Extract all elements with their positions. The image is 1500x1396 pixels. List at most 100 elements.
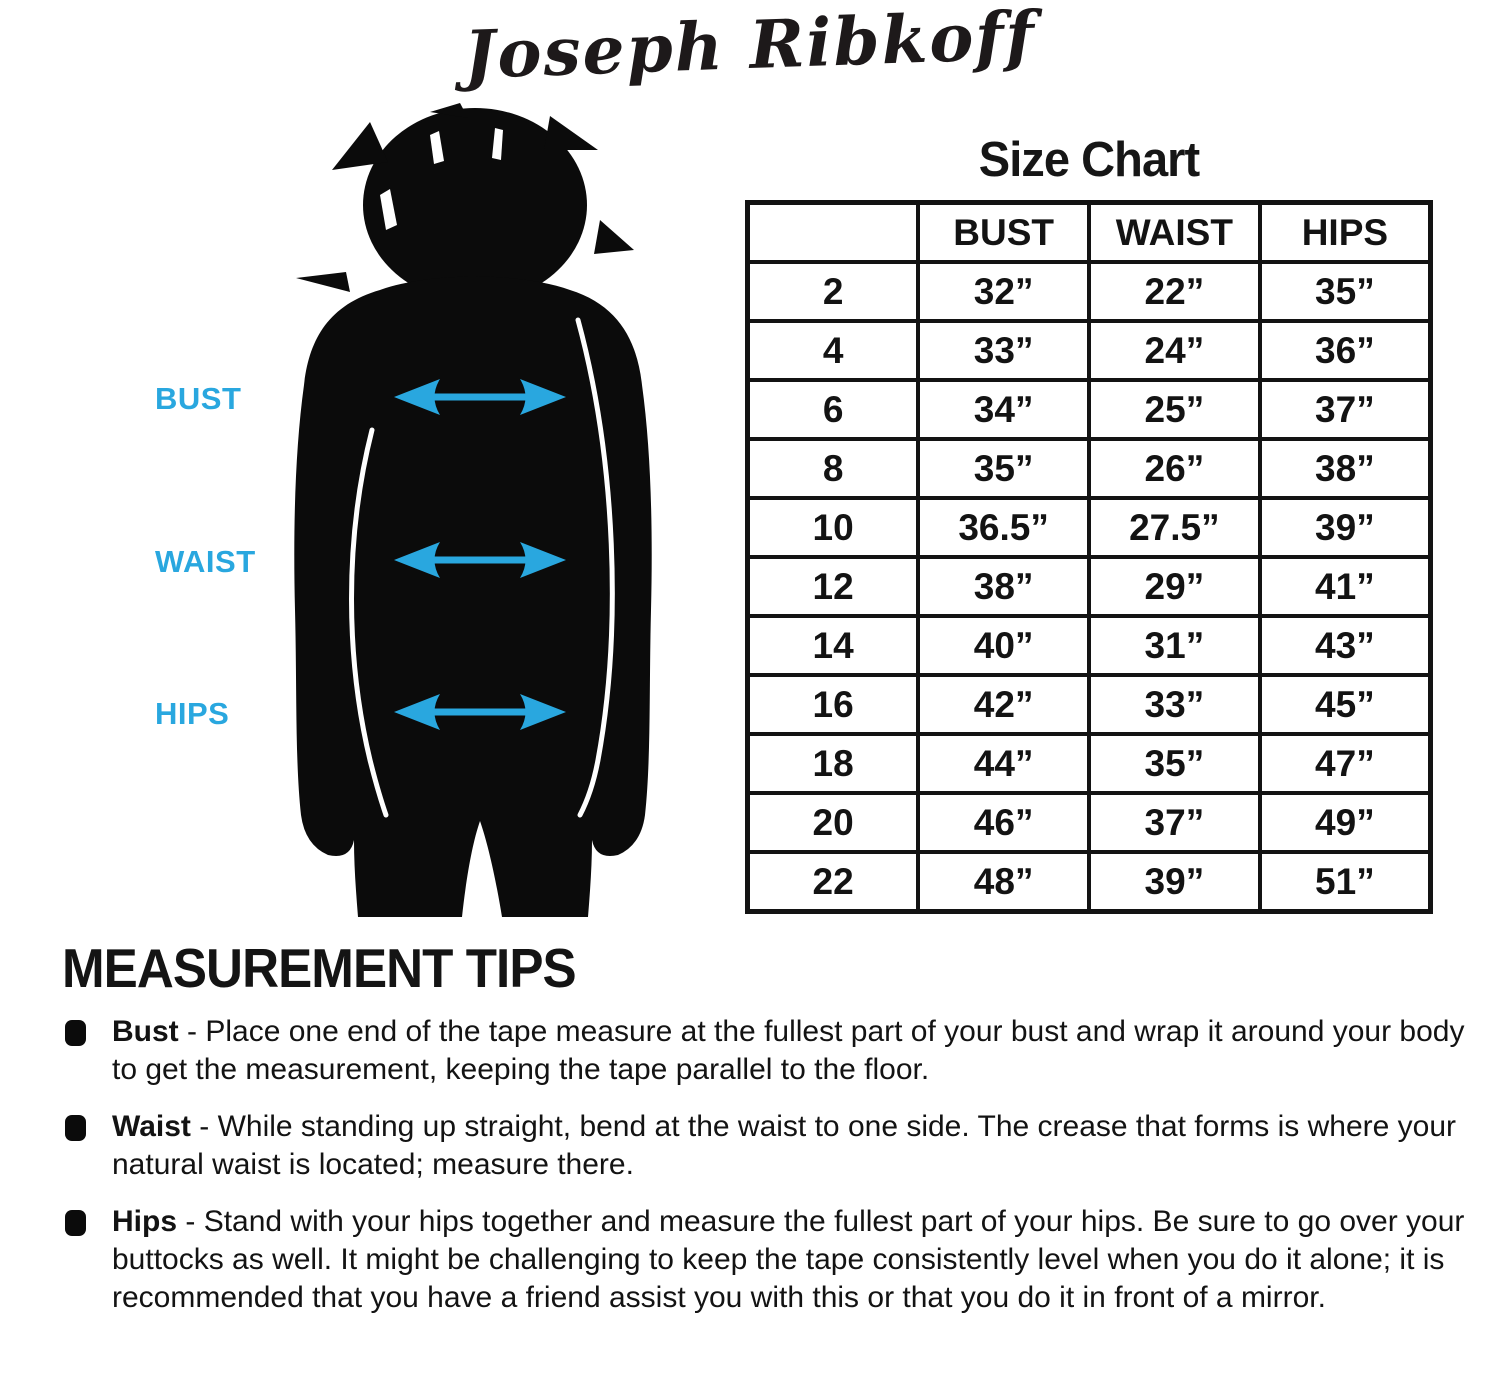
tip-separator: - (178, 1015, 206, 1048)
waist-cell: 26” (1087, 437, 1262, 500)
size-chart-table: BUST WAIST HIPS 2 32” 22” 35” 4 33” 24” 36” 6 34”… (745, 200, 1433, 914)
hair-strand (544, 116, 598, 150)
tip-text: Waist - While standing up straight, bend… (112, 1110, 1456, 1181)
arrow-shaft (430, 556, 530, 564)
waist-cell: 22” (1087, 260, 1262, 323)
size-table-row: 10 36.5” 27.5” 39” (745, 496, 1433, 559)
waist-column-header: WAIST (1087, 200, 1262, 264)
tip-item-waist: Waist - While standing up straight, bend… (63, 1108, 1465, 1184)
tip-separator: - (177, 1205, 204, 1238)
waist-cell: 27.5” (1087, 496, 1262, 559)
hips-cell: 45” (1257, 673, 1433, 736)
hips-cell: 35” (1257, 260, 1433, 323)
hips-cell: 49” (1257, 791, 1433, 854)
tip-body: Place one end of the tape measure at the… (112, 1015, 1465, 1086)
hips-label: HIPS (155, 696, 230, 731)
waist-cell: 33” (1087, 673, 1262, 736)
bust-arrow-icon (394, 379, 566, 415)
measurement-tips-list: Bust - Place one end of the tape measure… (63, 1013, 1465, 1336)
size-column-header (745, 200, 921, 264)
hair-highlight (492, 128, 503, 160)
size-table-header-row: BUST WAIST HIPS (745, 200, 1433, 264)
body-silhouette-figure (294, 103, 652, 917)
size-cell: 14 (745, 614, 921, 677)
tip-item-bust: Bust - Place one end of the tape measure… (63, 1013, 1465, 1089)
arrow-head-right (520, 542, 566, 578)
bullet-square-icon (65, 1020, 86, 1046)
size-table-row: 18 44” 35” 47” (745, 732, 1433, 795)
arrow-head-left (394, 694, 440, 730)
hair-strand (594, 220, 634, 254)
size-table-row: 2 32” 22” 35” (745, 260, 1433, 323)
size-table-body: 2 32” 22” 35” 4 33” 24” 36” 6 34” 25” 37” 8 35” 26” 38”… (745, 260, 1433, 914)
hair-shape (363, 108, 587, 302)
size-cell: 2 (745, 260, 921, 323)
hair-strand (430, 103, 468, 118)
size-cell: 16 (745, 673, 921, 736)
arrow-head-left (394, 379, 440, 415)
measurement-tips-heading: MEASUREMENT TIPS (62, 937, 577, 999)
arrow-head-right (520, 694, 566, 730)
size-table-row: 16 42” 33” 45” (745, 673, 1433, 736)
size-cell: 6 (745, 378, 921, 441)
size-cell: 18 (745, 732, 921, 795)
tip-separator: - (190, 1110, 218, 1143)
bust-cell: 40” (916, 614, 1091, 677)
tip-text: Hips - Stand with your hips together and… (112, 1205, 1464, 1314)
hips-cell: 51” (1257, 850, 1433, 914)
bust-cell: 33” (916, 319, 1091, 382)
body-silhouette (294, 103, 652, 917)
size-table-row: 20 46” 37” 49” (745, 791, 1433, 854)
waist-cell: 35” (1087, 732, 1262, 795)
hips-cell: 39” (1257, 496, 1433, 559)
hips-cell: 47” (1257, 732, 1433, 795)
bust-cell: 36.5” (916, 496, 1091, 559)
size-table-row: 8 35” 26” 38” (745, 437, 1433, 500)
waist-cell: 31” (1087, 614, 1262, 677)
arrow-shaft (430, 393, 530, 401)
size-cell: 10 (745, 496, 921, 559)
bust-cell: 48” (916, 850, 1091, 914)
size-table-row: 22 48” 39” 51” (745, 850, 1433, 914)
bust-cell: 35” (916, 437, 1091, 500)
bullet-square-icon (65, 1210, 86, 1236)
body-highlight-right (575, 317, 615, 818)
arrow-head-left (394, 542, 440, 578)
size-table-row: 4 33” 24” 36” (745, 319, 1433, 382)
bust-column-header: BUST (916, 200, 1091, 264)
size-cell: 20 (745, 791, 921, 854)
bust-cell: 46” (916, 791, 1091, 854)
hips-cell: 43” (1257, 614, 1433, 677)
bullet-square-icon (65, 1115, 86, 1141)
hair-highlight (430, 131, 444, 164)
size-cell: 4 (745, 319, 921, 382)
hair-strand (332, 122, 388, 170)
brand-logo: Joseph Ribkoff (462, 0, 1038, 94)
body-highlight-left (349, 427, 389, 818)
size-cell: 8 (745, 437, 921, 500)
tip-text: Bust - Place one end of the tape measure… (112, 1015, 1464, 1086)
waist-cell: 39” (1087, 850, 1262, 914)
bust-cell: 42” (916, 673, 1091, 736)
size-table-row: 12 38” 29” 41” (745, 555, 1433, 618)
size-table-row: 6 34” 25” 37” (745, 378, 1433, 441)
tip-term: Hips (112, 1205, 178, 1238)
measurement-diagram (280, 100, 670, 920)
bust-cell: 32” (916, 260, 1091, 323)
waist-cell: 37” (1087, 791, 1262, 854)
hair-highlight (380, 189, 397, 230)
tip-term: Waist (112, 1110, 191, 1143)
size-cell: 12 (745, 555, 921, 618)
hips-cell: 36” (1257, 319, 1433, 382)
arrow-shaft (430, 708, 530, 716)
waist-arrow-icon (394, 542, 566, 578)
tip-item-hips: Hips - Stand with your hips together and… (63, 1203, 1465, 1317)
waist-cell: 25” (1087, 378, 1262, 441)
tip-body: Stand with your hips together and measur… (112, 1205, 1465, 1314)
bust-cell: 44” (916, 732, 1091, 795)
waist-label: WAIST (155, 544, 256, 579)
hips-column-header: HIPS (1257, 200, 1433, 264)
hips-cell: 41” (1257, 555, 1433, 618)
tip-body: While standing up straight, bend at the … (112, 1110, 1457, 1181)
